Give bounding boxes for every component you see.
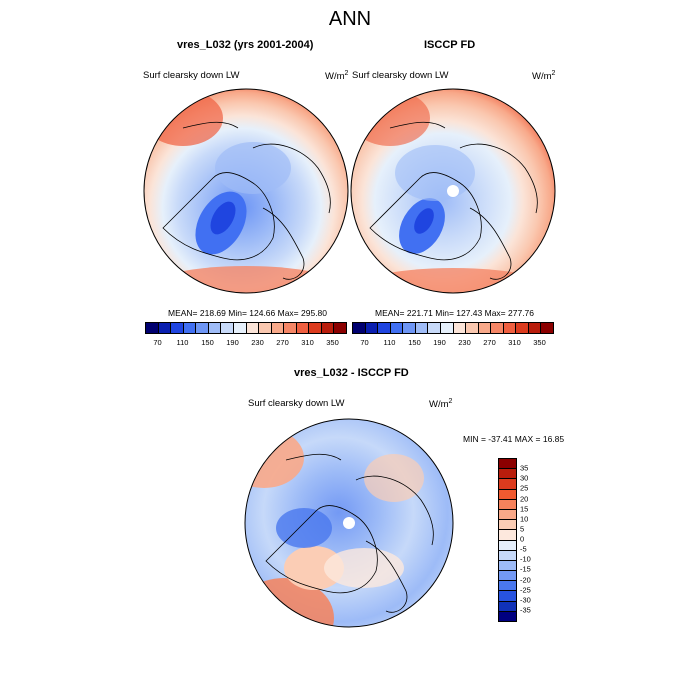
colorbar-swatch xyxy=(440,323,454,333)
colorbar-swatch xyxy=(365,323,379,333)
colorbar-tick-label: -5 xyxy=(520,544,527,554)
colorbar-swatch xyxy=(403,323,416,333)
colorbar-swatch xyxy=(271,323,285,333)
diff-units: W/m2 xyxy=(429,398,453,411)
colorbar-tick-label: 30 xyxy=(520,473,529,483)
colorbar-swatch xyxy=(196,323,209,333)
colorbar-tick-label: 350 xyxy=(533,338,546,347)
colorbar-swatch xyxy=(171,323,184,333)
colorbar-swatch xyxy=(499,591,516,602)
colorbar-swatch xyxy=(466,323,479,333)
colorbar-tick-label: 5 xyxy=(520,524,525,534)
colorbar-swatch xyxy=(453,323,467,333)
colorbar-tick-label: -35 xyxy=(520,605,531,615)
panel2-variable-label: Surf clearsky down LW xyxy=(352,70,449,81)
colorbar-tick-label: -30 xyxy=(520,595,531,605)
colorbar-swatch xyxy=(499,459,516,470)
panel2-title: ISCCP FD xyxy=(424,39,476,51)
colorbar-swatch xyxy=(353,323,366,333)
colorbar-swatch xyxy=(296,323,310,333)
panel1-title: vres_L032 (yrs 2001-2004) xyxy=(177,39,314,51)
panel2-colorbar xyxy=(352,322,554,334)
colorbar-swatch xyxy=(390,323,404,333)
colorbar-swatch xyxy=(499,520,516,531)
colorbar-swatch xyxy=(284,323,297,333)
colorbar-tick-label: 230 xyxy=(251,338,264,347)
colorbar-tick-label: 310 xyxy=(301,338,314,347)
panel1-units: W/m2 xyxy=(325,70,349,83)
colorbar-tick-label: 25 xyxy=(520,483,529,493)
colorbar-swatch xyxy=(491,323,504,333)
colorbar-tick-label: 70 xyxy=(153,338,162,347)
colorbar-tick-label: -25 xyxy=(520,585,531,595)
panel2-polar-map xyxy=(350,88,556,294)
colorbar-swatch xyxy=(428,323,441,333)
colorbar-tick-label: 110 xyxy=(383,338,396,347)
colorbar-tick-label: 15 xyxy=(520,504,529,514)
colorbar-swatch xyxy=(499,469,516,480)
panel1-polar-map xyxy=(143,88,349,294)
colorbar-tick-label: 270 xyxy=(483,338,496,347)
colorbar-swatch xyxy=(499,530,516,541)
colorbar-swatch xyxy=(309,323,322,333)
colorbar-swatch xyxy=(528,323,542,333)
colorbar-tick-label: 150 xyxy=(408,338,421,347)
colorbar-swatch xyxy=(259,323,272,333)
colorbar-swatch xyxy=(499,581,516,592)
colorbar-tick-label: 350 xyxy=(326,338,339,347)
colorbar-tick-label: 190 xyxy=(226,338,239,347)
diff-colorbar xyxy=(498,458,517,622)
colorbar-tick-label: 20 xyxy=(520,494,529,503)
colorbar-tick-label: 190 xyxy=(433,338,446,347)
colorbar-tick-label: 270 xyxy=(276,338,289,347)
panel1-colorbar xyxy=(145,322,347,334)
colorbar-swatch xyxy=(415,323,429,333)
colorbar-swatch xyxy=(146,323,159,333)
colorbar-tick-label: 70 xyxy=(360,338,369,347)
colorbar-swatch xyxy=(499,499,516,510)
panel1-stats: MEAN= 218.69 Min= 124.66 Max= 295.80 xyxy=(168,308,328,318)
colorbar-tick-label: 0 xyxy=(520,534,525,544)
colorbar-swatch xyxy=(499,560,516,572)
panel2-stats: MEAN= 221.71 Min= 127.43 Max= 277.76 xyxy=(375,308,535,318)
colorbar-swatch xyxy=(499,489,516,500)
colorbar-swatch xyxy=(208,323,222,333)
colorbar-swatch xyxy=(499,540,516,551)
colorbar-swatch xyxy=(221,323,234,333)
diff-title: vres_L032 - ISCCP FD xyxy=(294,367,409,379)
colorbar-swatch xyxy=(158,323,172,333)
colorbar-swatch xyxy=(541,323,553,333)
colorbar-tick-label: 10 xyxy=(520,514,529,524)
colorbar-swatch xyxy=(499,479,516,490)
colorbar-swatch xyxy=(499,509,516,521)
panel1-variable-label: Surf clearsky down LW xyxy=(143,70,240,81)
colorbar-swatch xyxy=(233,323,247,333)
colorbar-tick-label: -15 xyxy=(520,564,531,574)
colorbar-swatch xyxy=(499,571,516,582)
colorbar-tick-label: -10 xyxy=(520,554,531,564)
colorbar-swatch xyxy=(183,323,197,333)
colorbar-tick-label: 310 xyxy=(508,338,521,347)
colorbar-swatch xyxy=(321,323,335,333)
diff-stats: MIN = -37.41 MAX = 16.85 xyxy=(463,434,565,444)
colorbar-tick-label: -20 xyxy=(520,575,531,584)
colorbar-tick-label: 230 xyxy=(458,338,471,347)
colorbar-swatch xyxy=(516,323,529,333)
colorbar-tick-label: 110 xyxy=(176,338,189,347)
diff-polar-map xyxy=(244,418,454,628)
colorbar-tick-label: 35 xyxy=(520,463,529,473)
colorbar-swatch xyxy=(334,323,346,333)
colorbar-swatch xyxy=(378,323,391,333)
panel2-units: W/m2 xyxy=(532,70,556,83)
colorbar-swatch xyxy=(246,323,260,333)
colorbar-swatch xyxy=(499,611,516,621)
colorbar-tick-label: 150 xyxy=(201,338,214,347)
colorbar-swatch xyxy=(499,550,516,561)
colorbar-swatch xyxy=(478,323,492,333)
colorbar-swatch xyxy=(503,323,517,333)
colorbar-swatch xyxy=(499,601,516,612)
figure-title: ANN xyxy=(328,8,372,30)
diff-variable-label: Surf clearsky down LW xyxy=(248,398,345,409)
